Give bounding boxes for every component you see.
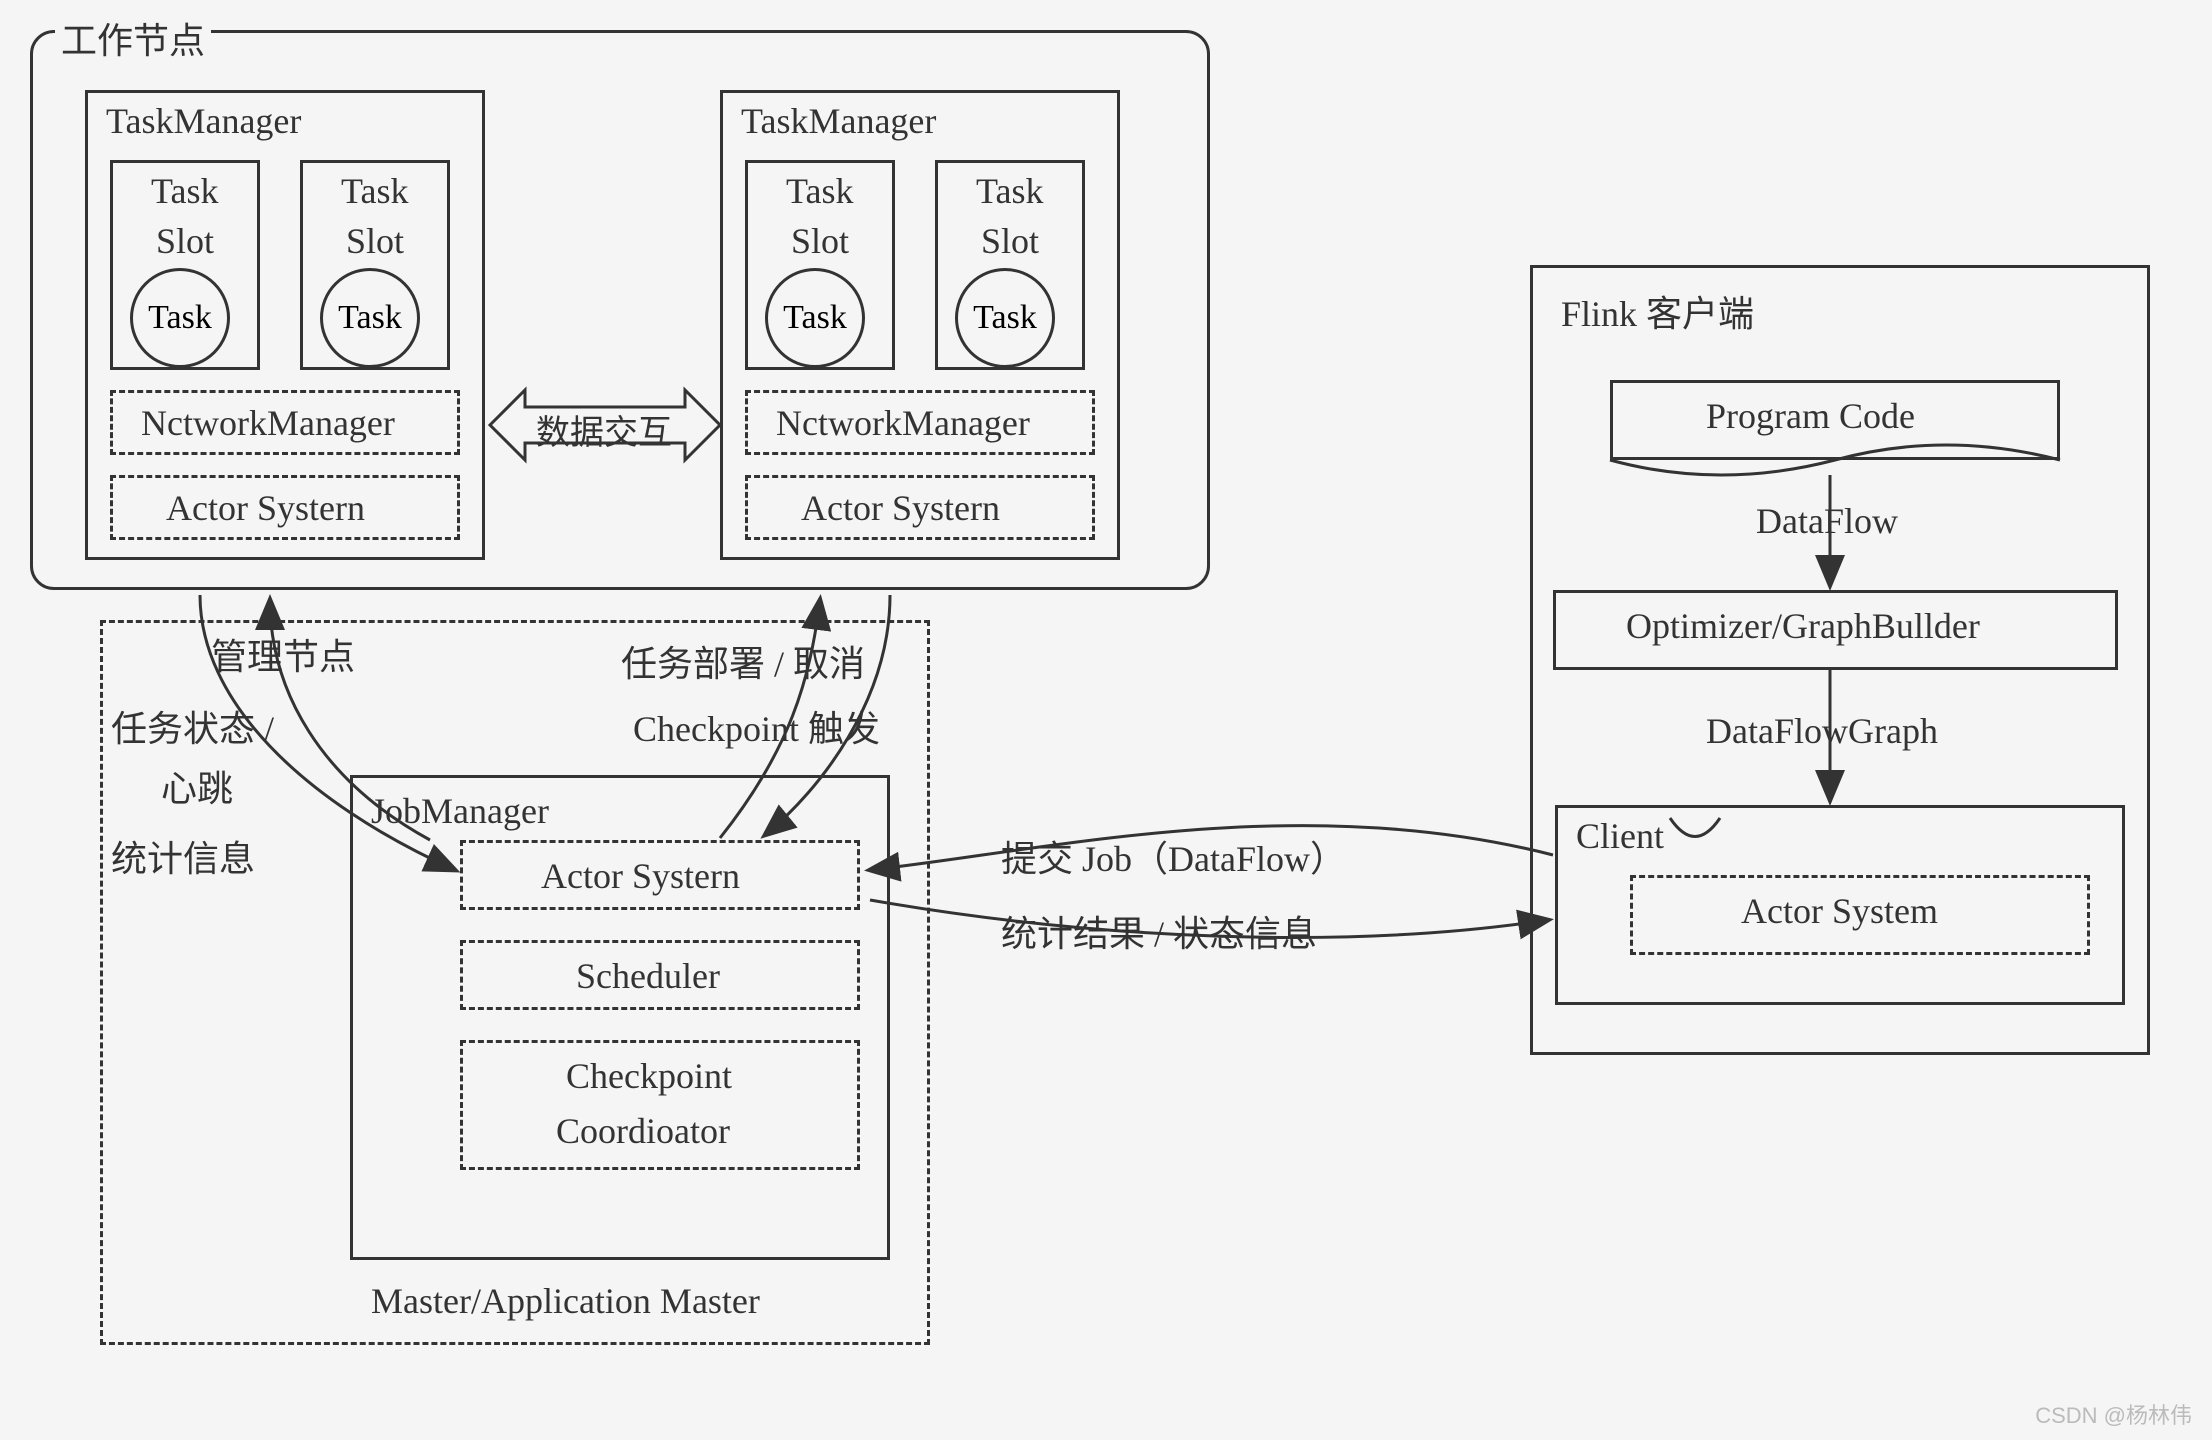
tm1-slot1-label2: Slot bbox=[150, 220, 220, 262]
dataflow-label: DataFlow bbox=[1750, 500, 1904, 542]
jm-checkpoint-label2: Coordioator bbox=[550, 1110, 736, 1152]
tm2-networkmanager-label: NctworkManager bbox=[770, 402, 1036, 444]
jm-checkpoint-label1: Checkpoint bbox=[560, 1055, 738, 1097]
worker-node-title: 工作节点 bbox=[55, 12, 211, 64]
tm1-slot2-label2: Slot bbox=[340, 220, 410, 262]
program-code-label: Program Code bbox=[1700, 395, 1921, 437]
right-label2: Checkpoint 触发 bbox=[627, 700, 886, 752]
tm1-slot1-task-label: Task bbox=[148, 299, 212, 337]
tm1-networkmanager-label: NctworkManager bbox=[135, 402, 401, 444]
tm2-slot1-task: Task bbox=[765, 268, 865, 368]
tm2-slot2-task: Task bbox=[955, 268, 1055, 368]
result-label: 统计结果 / 状态信息 bbox=[995, 905, 1323, 957]
dataflowgraph-label: DataFlowGraph bbox=[1700, 710, 1944, 752]
tm1-slot2-task-label: Task bbox=[338, 299, 402, 337]
client-actorsystem-label: Actor System bbox=[1735, 890, 1944, 932]
tm2-slot1-task-label: Task bbox=[783, 299, 847, 337]
tm1-slot2-label1: Task bbox=[335, 170, 414, 212]
taskmanager-2-title: TaskManager bbox=[735, 100, 942, 142]
data-exchange-label: 数据交互 bbox=[530, 405, 678, 454]
client-title: Client bbox=[1570, 815, 1670, 857]
left-label1: 任务状态 / bbox=[105, 700, 280, 752]
jm-actorsystem-label: Actor Systern bbox=[535, 855, 746, 897]
left-label2: 心跳 bbox=[155, 760, 239, 812]
tm1-slot1-label1: Task bbox=[145, 170, 224, 212]
tm1-actorsystem-label: Actor Systern bbox=[160, 487, 371, 529]
master-title: Master/Application Master bbox=[365, 1280, 766, 1322]
taskmanager-1-title: TaskManager bbox=[100, 100, 307, 142]
watermark: CSDN @杨林伟 bbox=[2035, 1398, 2192, 1430]
tm2-slot2-label1: Task bbox=[970, 170, 1049, 212]
tm1-slot1-task: Task bbox=[130, 268, 230, 368]
tm2-slot2-task-label: Task bbox=[973, 299, 1037, 337]
tm1-slot2-task: Task bbox=[320, 268, 420, 368]
tm2-slot1-label1: Task bbox=[780, 170, 859, 212]
manage-label: 管理节点 bbox=[205, 628, 361, 680]
right-label1: 任务部署 / 取消 bbox=[615, 635, 871, 687]
jobmanager-title: JobManager bbox=[365, 790, 555, 832]
tm2-actorsystem-label: Actor Systern bbox=[795, 487, 1006, 529]
submit-job-label: 提交 Job（DataFlow） bbox=[995, 830, 1352, 882]
jm-scheduler-label: Scheduler bbox=[570, 955, 726, 997]
optimizer-label: Optimizer/GraphBullder bbox=[1620, 605, 1986, 647]
flink-client-title: Flink 客户端 bbox=[1555, 285, 1760, 337]
tm2-slot2-label2: Slot bbox=[975, 220, 1045, 262]
tm2-slot1-label2: Slot bbox=[785, 220, 855, 262]
left-label3: 统计信息 bbox=[105, 830, 261, 882]
